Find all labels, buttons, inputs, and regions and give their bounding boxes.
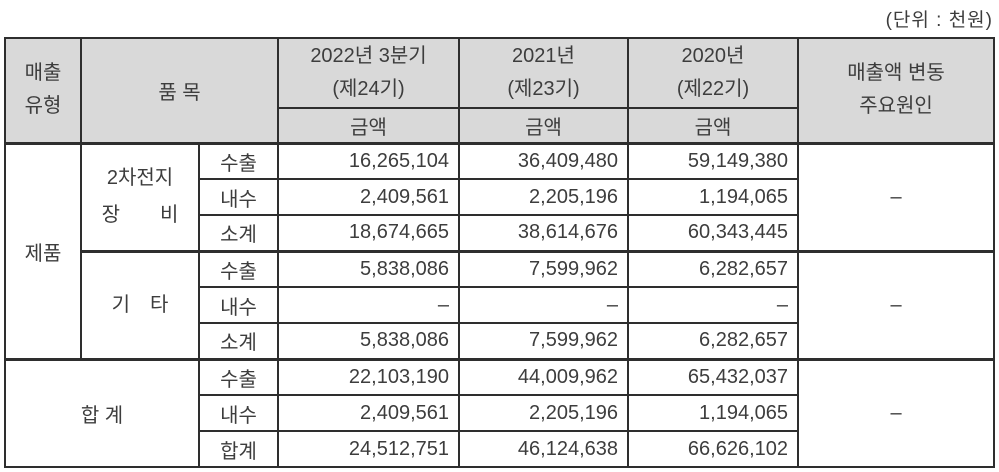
- cell-item-battery-equipment: 2차전지 장 비: [80, 141, 200, 252]
- amount-battery-export-2022: 16,265,104: [277, 141, 460, 180]
- amount-total-sum-2021: 46,124,638: [458, 430, 629, 468]
- row-label-total: 합계: [198, 430, 279, 468]
- row-label-domestic: 내수: [198, 178, 279, 216]
- table-row-other-export: 기 타 수출 5,838,086 7,599,962 6,282,657 –: [5, 249, 995, 360]
- amount-battery-export-2021: 36,409,480: [458, 141, 629, 180]
- header-row-periods: 매출 유형 품 목 2022년 3분기 (제24기) 2021년 (제23기) …: [4, 37, 995, 144]
- row-label-export: 수출: [198, 249, 279, 288]
- amount-battery-export-2020: 59,149,380: [627, 141, 799, 180]
- table-row-other-domestic: 내수 – – –: [5, 286, 994, 324]
- header-amount-2020: 금액: [627, 107, 799, 144]
- header-period-2021-line2: (제23기): [507, 78, 580, 100]
- cell-item-other-line1: 기 타: [111, 293, 169, 316]
- amount-total-domestic-2021: 2,205,196: [458, 394, 629, 432]
- header-sales-type-line1: 매출: [24, 62, 62, 85]
- header-change-reason-line2: 주요원인: [859, 95, 933, 118]
- amount-other-subtotal-2021: 7,599,962: [458, 322, 629, 360]
- amount-total-domestic-2022: 2,409,561: [277, 394, 460, 432]
- header-amount-2022: 금액: [277, 107, 460, 144]
- cell-item-battery-line2: 장 비: [101, 204, 179, 226]
- table-row-battery-domestic: 내수 2,409,561 2,205,196 1,194,065: [5, 178, 994, 216]
- amount-other-domestic-2022: –: [277, 286, 460, 324]
- amount-other-export-2020: 6,282,657: [627, 249, 799, 288]
- amount-battery-subtotal-2021: 38,614,676: [458, 214, 629, 252]
- amount-battery-domestic-2022: 2,409,561: [277, 178, 460, 216]
- header-item: 품 목: [80, 37, 279, 144]
- cell-reason-total: –: [797, 357, 995, 468]
- header-period-2021-line1: 2021년: [512, 45, 575, 67]
- header-sales-type-line2: 유형: [24, 95, 62, 118]
- cell-reason-battery: –: [797, 141, 995, 252]
- header-amount-2021: 금액: [458, 107, 629, 144]
- amount-total-export-2021: 44,009,962: [458, 357, 629, 396]
- header-period-2022-line2: (제24기): [332, 78, 405, 100]
- header-change-reason: 매출액 변동 주요원인: [797, 37, 995, 144]
- header-period-2020: 2020년 (제22기): [627, 37, 799, 109]
- amount-battery-subtotal-2022: 18,674,665: [277, 214, 460, 252]
- amount-other-export-2021: 7,599,962: [458, 249, 629, 288]
- cell-product-type: 제품: [4, 141, 82, 360]
- cell-reason-other: –: [797, 249, 995, 360]
- header-period-2022-line1: 2022년 3분기: [310, 45, 427, 67]
- row-label-export: 수출: [198, 357, 279, 396]
- table-row-battery-export: 제품 2차전지 장 비 수출 16,265,104 36,409,480 59,…: [4, 141, 995, 360]
- sales-table: 매출 유형 품 목 2022년 3분기 (제24기) 2021년 (제23기) …: [4, 37, 995, 468]
- header-period-2022: 2022년 3분기 (제24기): [277, 37, 460, 109]
- amount-total-sum-2020: 66,626,102: [627, 430, 799, 468]
- cell-grand-total-label: 합 계: [4, 357, 200, 468]
- row-label-subtotal: 소계: [198, 322, 279, 360]
- amount-other-subtotal-2020: 6,282,657: [627, 322, 799, 360]
- amount-battery-domestic-2020: 1,194,065: [627, 178, 799, 216]
- table-row-total-sum: 합계 24,512,751 46,124,638 66,626,102: [5, 430, 994, 468]
- cell-item-battery-line1: 2차전지: [106, 167, 174, 189]
- row-label-domestic: 내수: [198, 394, 279, 432]
- amount-other-domestic-2020: –: [627, 286, 799, 324]
- amount-total-export-2020: 65,432,037: [627, 357, 799, 396]
- header-period-2020-line1: 2020년: [681, 45, 745, 67]
- cell-item-other: 기 타: [80, 249, 200, 360]
- header-period-2021: 2021년 (제23기): [458, 37, 629, 109]
- row-label-domestic: 내수: [198, 286, 279, 324]
- amount-battery-subtotal-2020: 60,343,445: [627, 214, 799, 252]
- amount-battery-domestic-2021: 2,205,196: [458, 178, 629, 216]
- table-row-total-export: 합 계 수출 22,103,190 44,009,962 65,432,037 …: [4, 357, 995, 468]
- amount-other-domestic-2021: –: [458, 286, 629, 324]
- table-row-other-subtotal: 소계 5,838,086 7,599,962 6,282,657: [5, 322, 994, 360]
- amount-other-subtotal-2022: 5,838,086: [277, 322, 460, 360]
- table-row-battery-subtotal: 소계 18,674,665 38,614,676 60,343,445: [5, 214, 994, 252]
- amount-total-domestic-2020: 1,194,065: [627, 394, 799, 432]
- amount-other-export-2022: 5,838,086: [277, 249, 460, 288]
- row-label-subtotal: 소계: [198, 214, 279, 252]
- header-row-amount: 금액 금액 금액: [5, 107, 994, 144]
- header-change-reason-line1: 매출액 변동: [847, 62, 945, 85]
- table-row-total-domestic: 내수 2,409,561 2,205,196 1,194,065: [5, 394, 994, 432]
- row-label-export: 수출: [198, 141, 279, 180]
- amount-total-sum-2022: 24,512,751: [277, 430, 460, 468]
- header-sales-type: 매출 유형: [4, 37, 82, 144]
- unit-label: (단위 : 천원): [885, 10, 993, 31]
- header-period-2020-line2: (제22기): [676, 78, 750, 100]
- amount-total-export-2022: 22,103,190: [277, 357, 460, 396]
